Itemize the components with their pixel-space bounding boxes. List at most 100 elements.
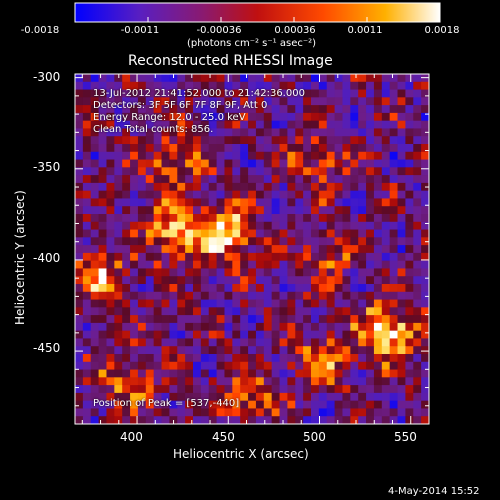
heatmap-cell (366, 245, 375, 254)
heatmap-cell (421, 159, 430, 168)
heatmap-cell (248, 81, 257, 90)
heatmap-cell (381, 214, 391, 223)
heatmap-cell (413, 245, 422, 254)
heatmap-cell (90, 159, 99, 168)
heatmap-cell (208, 377, 217, 386)
heatmap-cell (366, 206, 375, 215)
heatmap-cell (326, 182, 335, 192)
heatmap-cell (248, 136, 257, 145)
heatmap-cell (421, 167, 430, 176)
heatmap-cell (271, 260, 280, 269)
heatmap-cell (185, 175, 194, 184)
heatmap-cell (287, 81, 296, 90)
plot-frame (74, 73, 430, 425)
heatmap-cell (334, 354, 343, 363)
heatmap-cell (326, 105, 335, 114)
heatmap-cell (271, 392, 280, 402)
heatmap-cell (216, 416, 225, 425)
heatmap-cell (413, 151, 422, 160)
heatmap-cell (326, 198, 335, 207)
heatmap-cell (82, 221, 92, 230)
heatmap-cell (248, 284, 257, 293)
heatmap-cell (334, 346, 343, 355)
heatmap-cell (208, 276, 217, 285)
heatmap-cell (381, 299, 391, 308)
heatmap-cell (232, 214, 241, 223)
heatmap-cell (208, 322, 217, 332)
heatmap-cell (311, 346, 320, 355)
heatmap-cell (130, 237, 139, 246)
heatmap-cell (295, 400, 304, 409)
heatmap-cell (200, 299, 210, 308)
heatmap-cell (271, 299, 280, 308)
heatmap-cell (106, 120, 115, 129)
heatmap-cell (177, 221, 186, 230)
heatmap-cell (114, 276, 123, 285)
heatmap-cell (240, 276, 249, 285)
heatmap-cell (75, 182, 84, 192)
heatmap-cell (389, 260, 398, 269)
heatmap-cell (82, 245, 92, 254)
heatmap-cell (295, 268, 304, 277)
heatmap-cell (397, 268, 406, 277)
heatmap-cell (208, 252, 217, 262)
heatmap-cell (161, 354, 170, 363)
heatmap-cell (169, 392, 178, 402)
heatmap-cell (373, 221, 383, 230)
heatmap-cell (342, 245, 351, 254)
heatmap-cell (82, 159, 92, 168)
heatmap-cell (263, 408, 273, 417)
heatmap-cell (137, 159, 147, 168)
heatmap-cell (216, 214, 225, 223)
heatmap-cell (224, 221, 233, 230)
heatmap-cell (240, 151, 249, 160)
heatmap-cell (161, 369, 170, 378)
heatmap-cell (177, 252, 186, 262)
heatmap-cell (98, 416, 107, 425)
heatmap-cell (90, 322, 99, 332)
heatmap-cell (287, 245, 296, 254)
heatmap-cell (287, 105, 296, 114)
heatmap-cell (137, 74, 147, 83)
heatmap-cell (373, 392, 383, 402)
heatmap-cell (381, 97, 391, 106)
heatmap-cell (200, 361, 210, 370)
heatmap-cell (279, 392, 288, 402)
heatmap-cell (373, 315, 383, 324)
heatmap-cell (389, 291, 398, 300)
heatmap-cell (185, 400, 194, 409)
heatmap-cell (122, 291, 131, 300)
heatmap-cell (193, 392, 202, 402)
heatmap-cell (216, 252, 225, 262)
heatmap-cell (185, 284, 194, 293)
heatmap-cell (342, 385, 351, 394)
heatmap-cell (389, 408, 398, 417)
heatmap-cell (397, 112, 406, 122)
heatmap-cell (405, 315, 414, 324)
heatmap-cell (137, 322, 147, 332)
heatmap-cell (389, 159, 398, 168)
heatmap-cell (122, 416, 131, 425)
heatmap-cell (271, 268, 280, 277)
heatmap-cell (145, 97, 155, 106)
heatmap-cell (350, 322, 359, 332)
heatmap-cell (334, 291, 343, 300)
heatmap-cell (161, 416, 170, 425)
heatmap-cell (334, 416, 343, 425)
heatmap-cell (255, 416, 265, 425)
heatmap-cell (145, 74, 155, 83)
heatmap-cell (413, 112, 422, 122)
heatmap-cell (216, 89, 225, 98)
heatmap-cell (413, 291, 422, 300)
heatmap-cell (98, 245, 107, 254)
heatmap-cell (350, 252, 359, 262)
heatmap-cell (130, 260, 139, 269)
heatmap-cell (381, 159, 391, 168)
heatmap-cell (397, 167, 406, 176)
heatmap-cell (106, 354, 115, 363)
heatmap-cell (208, 190, 217, 199)
heatmap-cell (200, 346, 210, 355)
heatmap-cell (114, 291, 123, 300)
heatmap-cell (287, 144, 296, 153)
heatmap-cell (389, 81, 398, 90)
